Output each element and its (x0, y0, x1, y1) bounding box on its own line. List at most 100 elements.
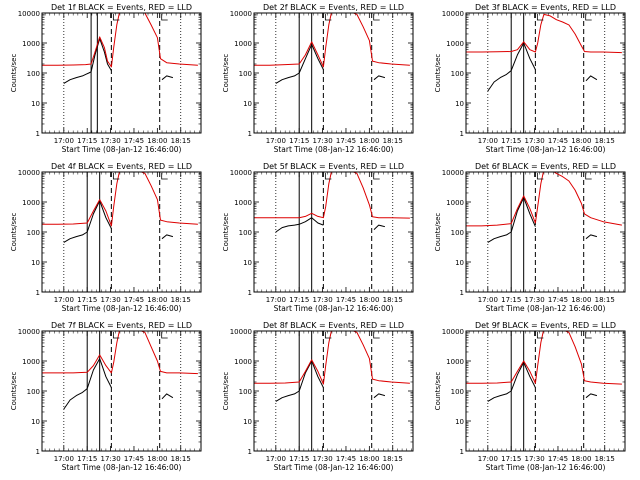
events-series-line (63, 231, 88, 243)
events-series-line (510, 42, 536, 71)
axes-frame (465, 171, 626, 293)
plot-area (466, 13, 622, 133)
y-tick-label: 1 (460, 289, 464, 297)
lld-series-line (42, 13, 198, 68)
x-tick-label: 18:15 (171, 296, 191, 304)
interval-bracket-mark (112, 173, 120, 180)
lld-series-line (466, 13, 622, 54)
interval-bracket-mark (324, 173, 332, 180)
events-series-line (275, 72, 300, 84)
y-axis-label: Counts/sec (222, 213, 230, 252)
y-tick-label: 10000 (442, 328, 464, 336)
plot-area (42, 172, 198, 292)
interval-bracket-mark (585, 332, 592, 339)
interval-bracket-mark (536, 173, 544, 180)
y-tick-label: 10000 (230, 328, 252, 336)
interval-bracket-mark (585, 14, 592, 21)
y-axis-label: Counts/sec (434, 372, 442, 411)
axes-frame (41, 171, 202, 293)
y-tick-label: 100 (239, 229, 252, 237)
lld-series-line (254, 13, 410, 68)
x-tick-label: 17:00 (266, 296, 286, 304)
events-series-line (373, 75, 386, 81)
axes-frame (253, 171, 414, 293)
panel-det-5f: Det 5f BLACK = Events, RED = LLD 1 10 100 10… (222, 162, 414, 313)
x-tick-label: 17:30 (524, 455, 544, 463)
x-tick-label: 17:45 (336, 455, 356, 463)
y-tick-label: 10 (31, 100, 40, 108)
interval-bracket-mark (112, 332, 120, 339)
y-tick-label: 10 (243, 259, 252, 267)
x-tick-label: 17:45 (124, 137, 144, 145)
panel-title: Det 2f BLACK = Events, RED = LLD (263, 3, 404, 12)
panel-det-2f: Det 2f BLACK = Events, RED = LLD 1 10 100 10… (222, 3, 414, 154)
y-tick-label: 100 (239, 388, 252, 396)
events-series-line (510, 197, 536, 233)
lld-series-line (42, 172, 198, 227)
panel-det-4f: Det 4f BLACK = Events, RED = LLD 1 10 100 10… (10, 162, 202, 313)
x-tick-label: 17:45 (124, 455, 144, 463)
x-tick-label: 18:15 (171, 455, 191, 463)
x-tick-label: 18:15 (595, 296, 615, 304)
interval-bracket-mark (112, 14, 120, 21)
interval-bracket-mark (585, 173, 592, 180)
x-tick-label: 17:15 (289, 296, 309, 304)
y-axis-label: Counts/sec (10, 213, 18, 252)
events-series-line (161, 393, 174, 400)
x-tick-label: 17:45 (548, 137, 568, 145)
y-tick-label: 10 (455, 418, 464, 426)
x-tick-label: 17:45 (548, 455, 568, 463)
y-tick-label: 1000 (22, 358, 40, 366)
y-tick-label: 1000 (22, 199, 40, 207)
panel-det-8f: Det 8f BLACK = Events, RED = LLD 1 10 100 10… (222, 321, 414, 472)
interval-bracket-mark (324, 332, 332, 339)
x-tick-label: 17:00 (266, 455, 286, 463)
y-tick-label: 10 (243, 100, 252, 108)
y-axis-label: Counts/sec (222, 54, 230, 93)
x-tick-label: 17:30 (524, 296, 544, 304)
x-tick-label: 18:00 (147, 455, 167, 463)
interval-bracket-mark (536, 14, 544, 21)
x-tick-label: 17:30 (100, 137, 120, 145)
panel-title: Det 3f BLACK = Events, RED = LLD (475, 3, 616, 12)
y-tick-label: 100 (451, 388, 464, 396)
interval-bracket-mark (161, 332, 168, 339)
x-axis-label: Start Time (08-Jan-12 16:46:00) (62, 145, 182, 154)
y-tick-label: 1 (36, 448, 40, 456)
events-series-line (161, 75, 174, 81)
y-tick-label: 10000 (18, 328, 40, 336)
axes-frame (41, 330, 202, 452)
y-tick-label: 10000 (442, 10, 464, 18)
x-tick-label: 17:15 (501, 296, 521, 304)
x-tick-label: 17:45 (548, 296, 568, 304)
y-tick-label: 1 (36, 130, 40, 138)
axes-frame (253, 12, 414, 134)
x-tick-label: 17:30 (312, 296, 332, 304)
x-axis-label: Start Time (08-Jan-12 16:46:00) (274, 145, 394, 154)
panel-det-1f: Det 1f BLACK = Events, RED = LLD 1 10 100 10… (10, 3, 202, 154)
plot-area (42, 331, 198, 451)
panel-title: Det 7f BLACK = Events, RED = LLD (51, 321, 192, 330)
events-series-line (487, 70, 512, 92)
y-tick-label: 1000 (446, 199, 464, 207)
interval-bracket-mark (536, 332, 544, 339)
events-series-line (510, 361, 536, 392)
interval-bracket-mark (373, 332, 380, 339)
panel-det-9f: Det 9f BLACK = Events, RED = LLD 1 10 100 10… (434, 321, 626, 472)
events-series-line (487, 231, 512, 243)
plot-area (254, 172, 410, 292)
interval-bracket-mark (324, 14, 332, 21)
events-series-line (299, 217, 324, 226)
y-tick-label: 1000 (234, 40, 252, 48)
panel-title: Det 1f BLACK = Events, RED = LLD (51, 3, 192, 12)
x-tick-label: 18:15 (383, 455, 403, 463)
y-tick-label: 1000 (234, 199, 252, 207)
x-axis-label: Start Time (08-Jan-12 16:46:00) (274, 463, 394, 472)
x-tick-label: 17:15 (77, 137, 97, 145)
panel-title: Det 6f BLACK = Events, RED = LLD (475, 162, 616, 171)
x-tick-label: 17:15 (77, 455, 97, 463)
y-tick-label: 100 (239, 70, 252, 78)
y-tick-label: 100 (451, 70, 464, 78)
panel-det-3f: Det 3f BLACK = Events, RED = LLD 1 10 100 10… (434, 3, 626, 154)
axes-frame (253, 330, 414, 452)
